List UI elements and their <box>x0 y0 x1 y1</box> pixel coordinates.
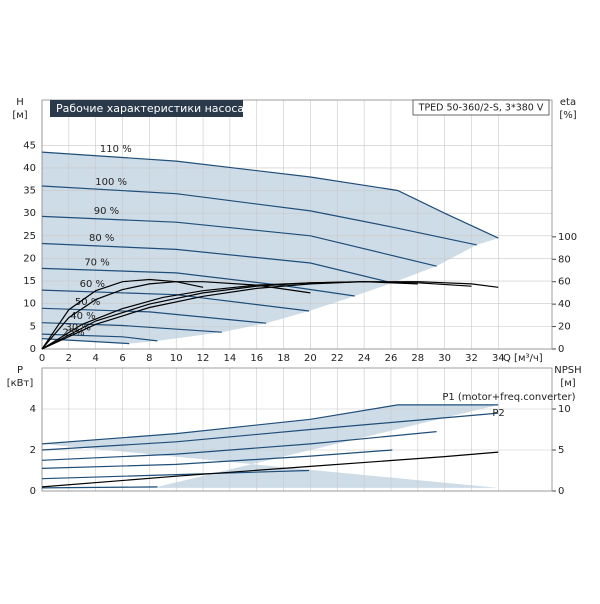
y-tick-label: 5 <box>30 321 36 332</box>
x-tick-label: 28 <box>411 353 424 364</box>
y-tick-label: 35 <box>23 186 36 197</box>
curve <box>41 267 355 297</box>
curve <box>41 404 499 445</box>
curve <box>41 322 222 333</box>
title-box <box>50 100 243 117</box>
secondary-curve <box>41 278 204 350</box>
x-tick-label: 32 <box>465 353 478 364</box>
y-tick-label: 10 <box>23 299 36 310</box>
x-tick-label: 20 <box>304 353 317 364</box>
y2-axis-unit: [м] <box>560 378 575 389</box>
curve <box>41 307 267 324</box>
curve <box>41 185 477 246</box>
x-tick-label: 2 <box>66 353 72 364</box>
curve-label: 70 % <box>84 257 109 268</box>
plot-frame <box>41 367 553 492</box>
chart-title: Рабочие характеристики насоса <box>56 102 244 115</box>
curve <box>41 449 393 469</box>
x-tick-label: 6 <box>119 353 125 364</box>
curve-label: 80 % <box>89 233 114 244</box>
y2-tick-label: 0 <box>558 344 564 355</box>
x-axis-label: Q [м³/ч] <box>503 353 543 364</box>
x-tick-label: 10 <box>170 353 183 364</box>
plot-frame <box>41 99 553 350</box>
curve <box>41 486 158 489</box>
y-tick-label: 4 <box>30 404 36 415</box>
y2-tick-label: 20 <box>558 322 571 333</box>
x-tick-label: 26 <box>385 353 398 364</box>
curve <box>41 242 393 284</box>
y2-tick-label: 5 <box>558 445 564 456</box>
curve-label: P1 (motor+freq.converter) <box>442 392 575 403</box>
y-tick-label: 20 <box>23 253 36 264</box>
x-tick-label: 0 <box>39 353 45 364</box>
curve <box>41 151 499 239</box>
x-tick-label: 16 <box>250 353 263 364</box>
curve-label: 50 % <box>75 297 100 308</box>
y-axis-label: P <box>17 365 23 376</box>
x-tick-label: 22 <box>331 353 344 364</box>
curve-label: P2 <box>492 408 504 419</box>
secondary-curve <box>41 281 311 350</box>
curve <box>41 215 437 267</box>
y-tick-label: 0 <box>30 344 36 355</box>
y-axis-unit: [кВт] <box>7 378 34 389</box>
y2-axis-label: NPSH <box>554 365 581 376</box>
y-tick-label: 2 <box>30 445 36 456</box>
y2-axis-label: eta <box>560 97 576 108</box>
secondary-curve <box>41 281 472 350</box>
curve-label: 100 % <box>95 177 127 188</box>
curve-label: 110 % <box>100 144 132 155</box>
y2-tick-label: 60 <box>558 277 571 288</box>
y2-tick-label: 10 <box>558 404 571 415</box>
y-tick-label: 30 <box>23 208 36 219</box>
curve-label: 90 % <box>94 206 119 217</box>
x-tick-label: 18 <box>277 353 290 364</box>
y-tick-label: 40 <box>23 163 36 174</box>
curve <box>41 469 310 480</box>
y2-tick-label: 0 <box>558 486 564 497</box>
x-tick-label: 24 <box>358 353 371 364</box>
curve <box>41 412 499 451</box>
y-tick-label: 15 <box>23 276 36 287</box>
operating-range <box>42 152 499 344</box>
x-tick-label: 30 <box>438 353 451 364</box>
secondary-curve <box>41 281 418 350</box>
y-axis-label: H <box>16 97 24 108</box>
x-tick-label: 8 <box>146 353 152 364</box>
x-tick-label: 12 <box>197 353 210 364</box>
y-axis-unit: [м] <box>12 110 27 121</box>
chart-subtitle: TPED 50-360/2-S, 3*380 V <box>418 103 544 114</box>
y-tick-label: 45 <box>23 140 36 151</box>
y-tick-label: 0 <box>30 486 36 497</box>
y2-axis-unit: [%] <box>559 110 576 121</box>
y-tick-label: 25 <box>23 231 36 242</box>
curve-label: 30 % <box>66 322 91 333</box>
x-tick-label: 14 <box>224 353 237 364</box>
y2-tick-label: 40 <box>558 299 571 310</box>
y2-tick-label: 100 <box>558 232 577 243</box>
secondary-curve <box>41 451 499 488</box>
subtitle-box <box>412 99 550 116</box>
curve-label: 60 % <box>80 279 105 290</box>
y2-tick-label: 80 <box>558 254 571 265</box>
curve <box>41 431 437 461</box>
curve-label: 40 % <box>70 311 95 322</box>
x-tick-label: 34 <box>492 353 505 364</box>
x-tick-label: 4 <box>92 353 98 364</box>
